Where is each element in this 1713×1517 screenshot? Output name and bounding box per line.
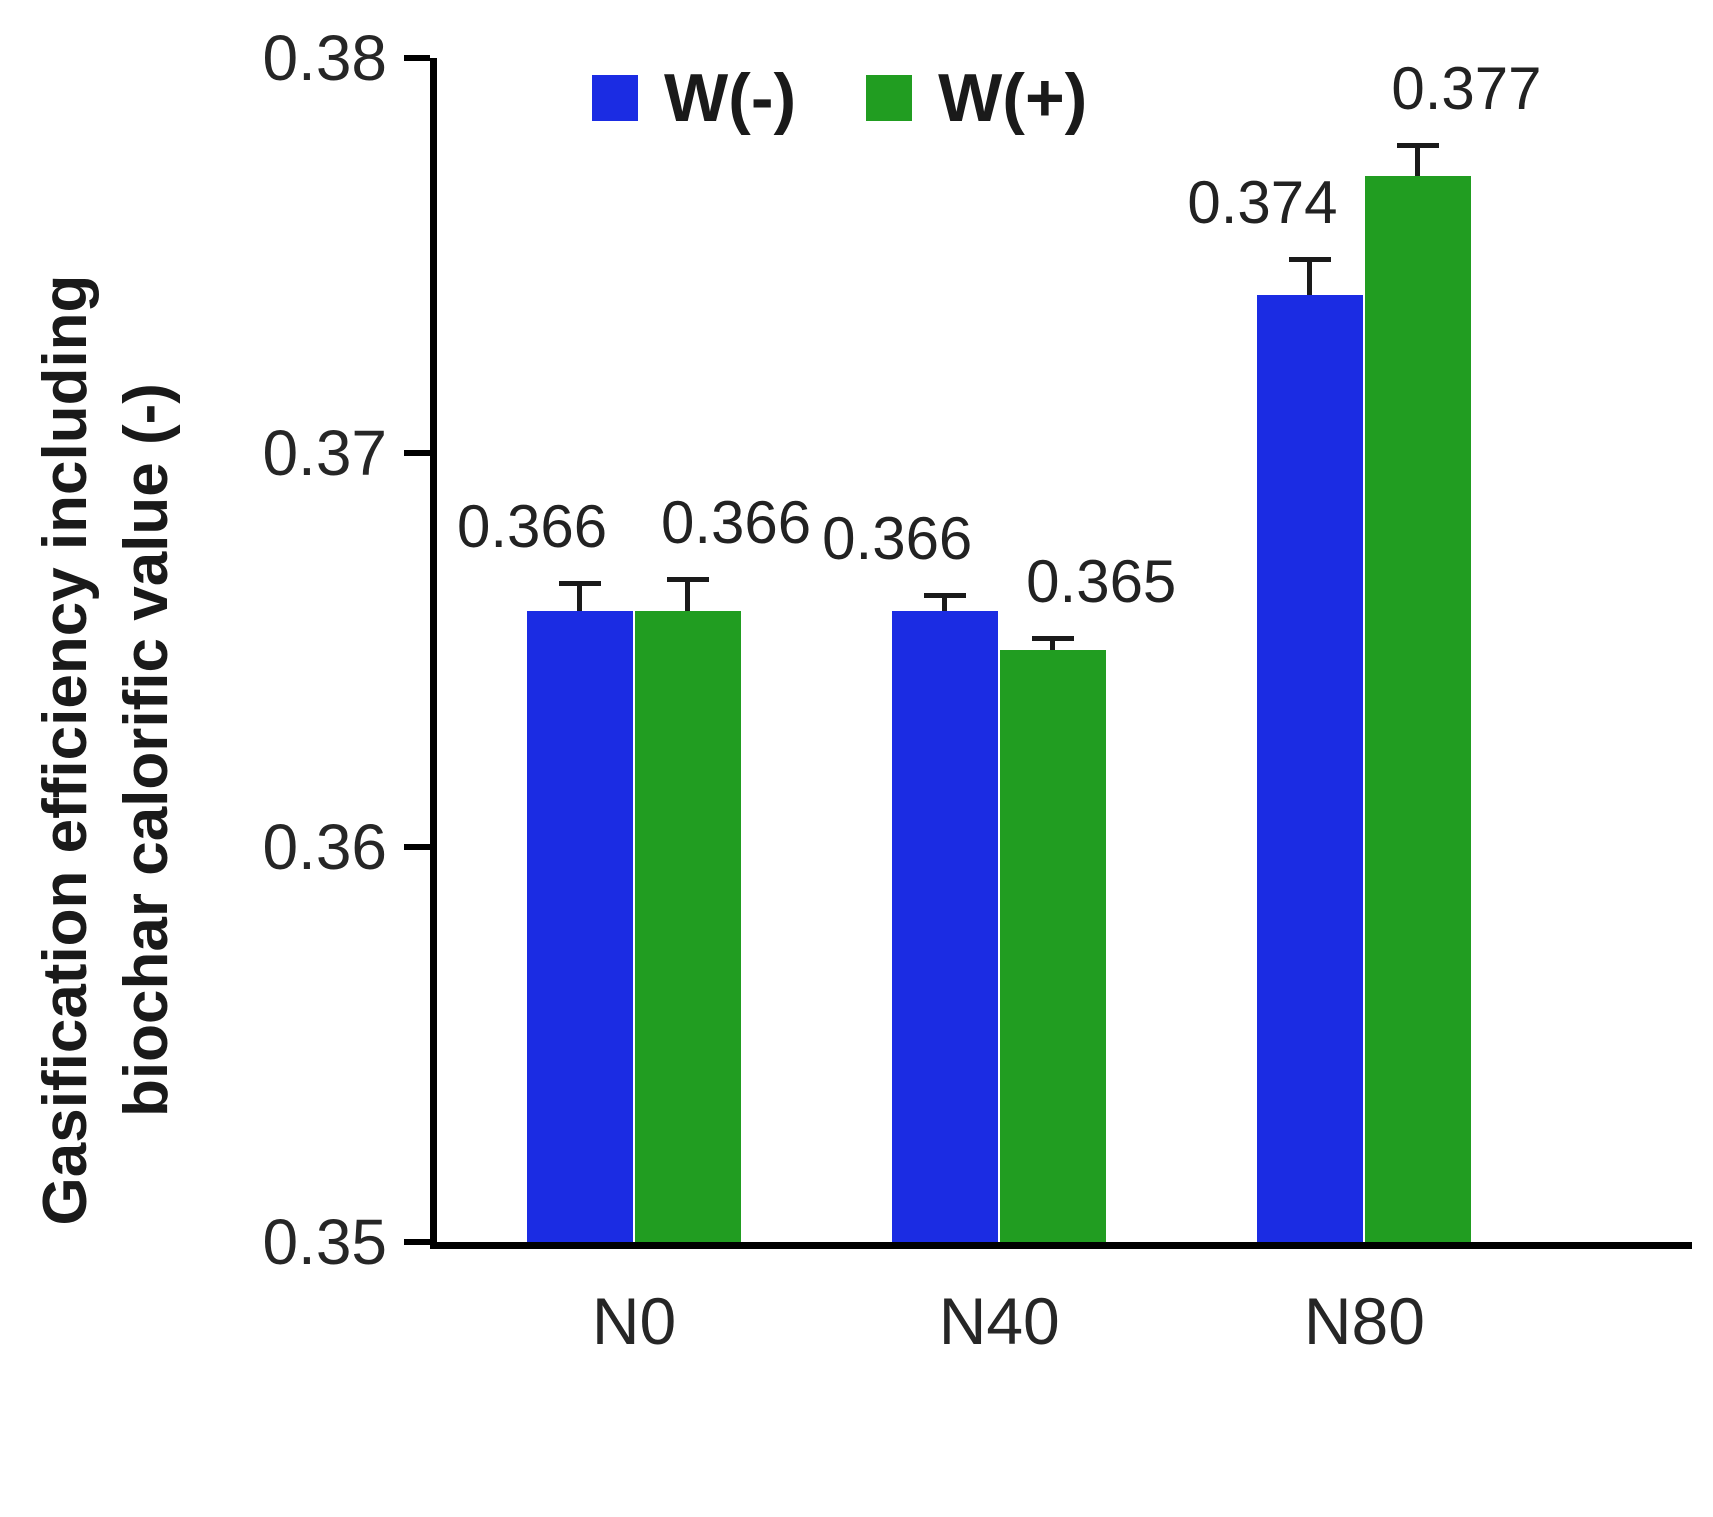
value-label: 0.377 xyxy=(1391,54,1542,122)
error-bar-cap xyxy=(1397,142,1440,148)
plot-area: 0.38 0.37 0.36 0.35 0.366 0.366 N0 0.366 0.365 N4… xyxy=(262,26,1692,1354)
value-label: 0.374 xyxy=(1187,169,1338,237)
y-axis-title-line-2: biochar calorific value (-) xyxy=(111,383,181,1117)
y-tick-label: 0.35 xyxy=(262,1206,387,1278)
legend-item-w-minus: W(-) xyxy=(592,64,796,132)
bar-W(-)-N0 xyxy=(527,610,634,1242)
y-tick-mark xyxy=(404,1239,430,1245)
error-bar-cap xyxy=(924,592,967,598)
bar-W(-)-N80 xyxy=(1257,294,1364,1242)
error-bar-cap xyxy=(1289,257,1332,263)
legend-item-w-plus: W(+) xyxy=(866,64,1087,132)
legend-swatch-w-minus xyxy=(592,75,638,121)
bar-W(-)-N40 xyxy=(892,610,999,1242)
y-axis-title: Gasification efficiency including biocha… xyxy=(26,200,198,1300)
error-bar xyxy=(942,594,948,611)
y-tick-label: 0.38 xyxy=(262,22,387,94)
x-tick-label: N40 xyxy=(938,1284,1060,1358)
error-bar xyxy=(1415,144,1421,177)
error-bar xyxy=(685,578,691,611)
value-label: 0.366 xyxy=(456,492,608,560)
y-tick-label: 0.36 xyxy=(262,811,387,884)
y-tick-mark xyxy=(404,449,430,456)
error-bar-cap xyxy=(667,576,710,582)
legend: W(-) W(+) xyxy=(592,64,1087,132)
legend-swatch-w-plus xyxy=(866,75,913,121)
error-bar-cap xyxy=(1032,636,1075,642)
value-label: 0.366 xyxy=(660,488,812,556)
value-label: 0.366 xyxy=(822,504,973,572)
error-bar xyxy=(1050,638,1056,650)
legend-label-w-plus: W(+) xyxy=(938,60,1088,136)
error-bar-cap xyxy=(559,580,602,586)
y-tick-label: 0.37 xyxy=(262,416,387,489)
x-tick-label: N0 xyxy=(591,1284,677,1358)
y-tick-mark xyxy=(404,844,430,851)
value-label: 0.365 xyxy=(1026,548,1177,616)
x-tick-label: N80 xyxy=(1303,1284,1425,1358)
y-tick-mark xyxy=(404,55,430,61)
error-bar xyxy=(577,582,583,611)
bar-W(+)-N0 xyxy=(635,610,742,1242)
bar-W(+)-N80 xyxy=(1365,176,1472,1242)
error-bar xyxy=(1307,259,1313,295)
legend-label-w-minus: W(-) xyxy=(664,60,797,136)
bar-W(+)-N40 xyxy=(1000,650,1107,1242)
y-axis-title-line-1: Gasification efficiency including xyxy=(31,274,100,1226)
